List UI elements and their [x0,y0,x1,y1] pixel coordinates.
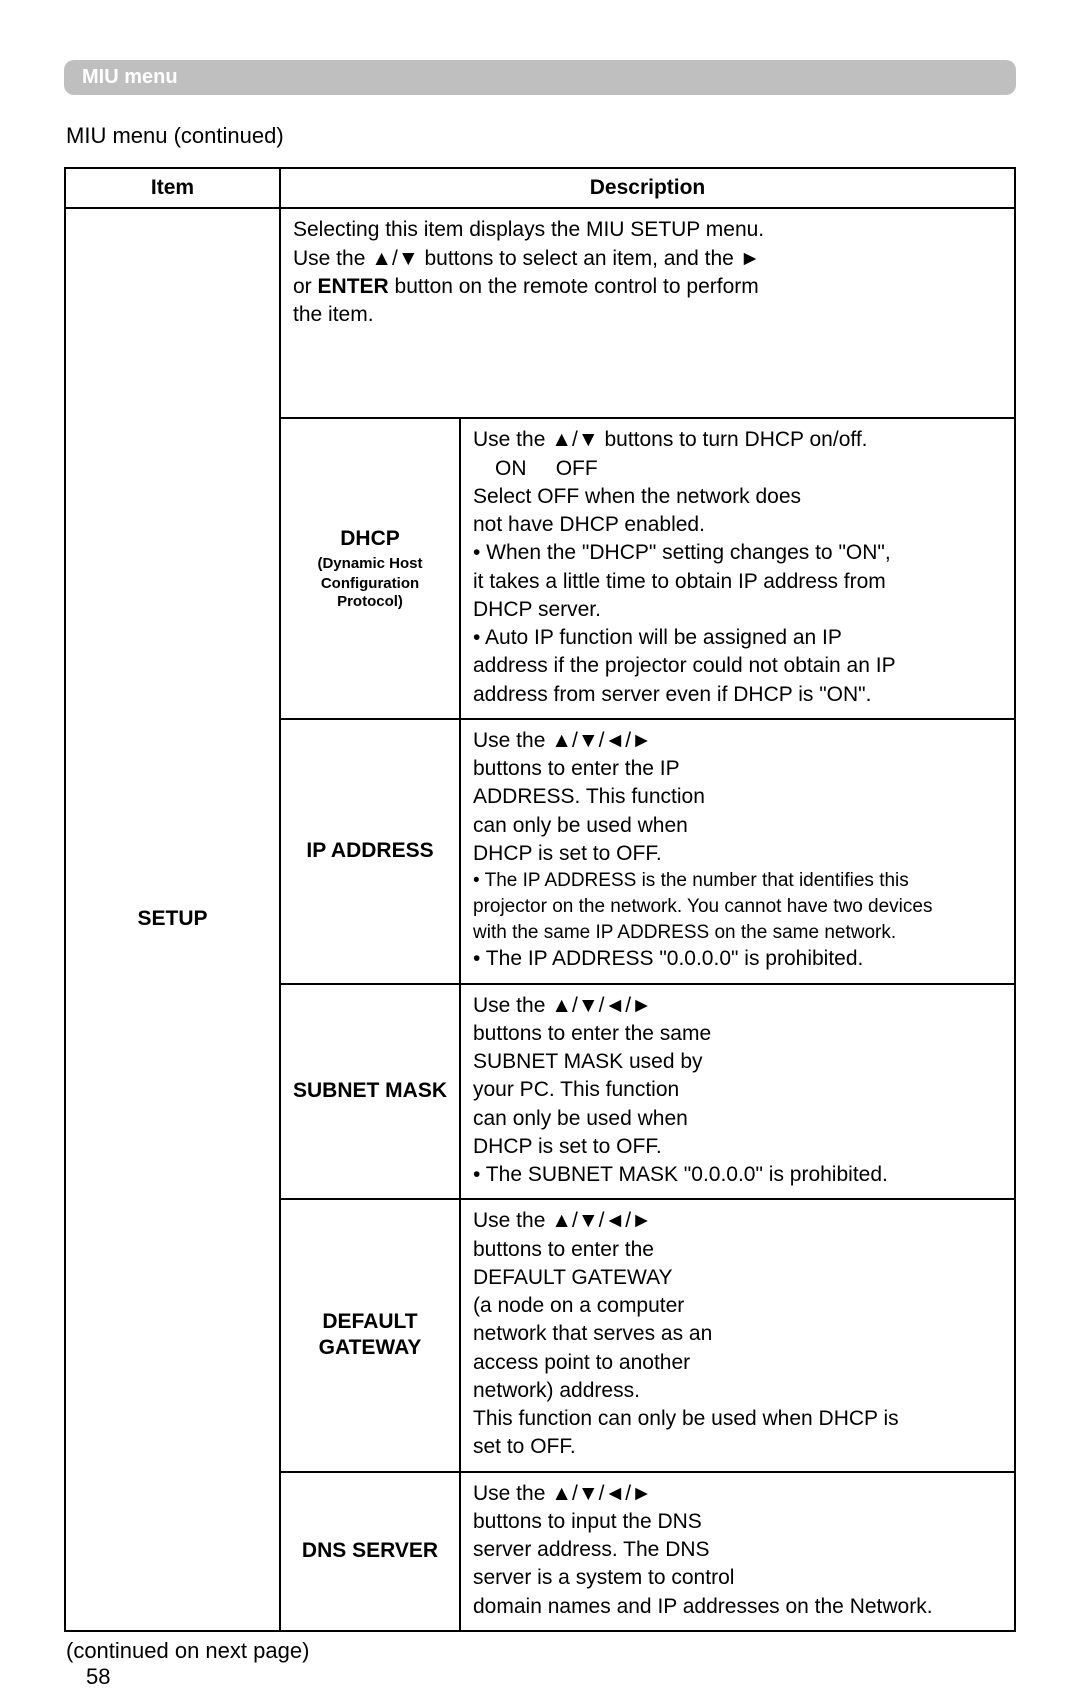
updown-icon: ▲/▼ [371,247,418,270]
dhcp-text: • When the "DHCP" setting changes to "ON… [473,541,891,564]
gateway-text: network that serves as an [473,1322,712,1345]
ip-text: Use the [473,729,551,752]
dhcp-sub1: (Dynamic Host [293,555,447,573]
subnet-text: your PC. This function [473,1078,679,1101]
enter-label: ENTER [318,275,389,298]
setup-intro-row: SETUP Selecting this item displays the M… [65,208,1015,418]
subnet-text: buttons to enter the same [473,1022,711,1045]
gateway-label2: GATEWAY [293,1335,447,1361]
dhcp-text: DHCP server. [473,598,601,621]
ip-text: projector on the network. You cannot hav… [473,896,932,917]
intro-text: button on the remote control to perform [389,275,759,298]
ip-text: buttons to enter the IP [473,757,680,780]
ip-text: DHCP is set to OFF. [473,842,662,865]
ip-text: • The IP ADDRESS "0.0.0.0" is prohibited… [473,947,863,970]
dns-desc: Use the ▲/▼/◄/► buttons to input the DNS… [460,1472,1015,1631]
continued-text: (continued on next page) [66,1638,1016,1664]
dns-text: Use the [473,1482,551,1505]
intro-text: Use the [293,247,371,270]
dns-text: buttons to input the DNS [473,1510,702,1533]
dhcp-text: Select OFF when the network does [473,485,801,508]
dhcp-off: OFF [556,457,598,480]
gateway-text: access point to another [473,1351,690,1374]
dns-text: server address. The DNS [473,1538,710,1561]
gateway-text: network) address. [473,1379,640,1402]
setup-intro-desc: Selecting this item displays the MIU SET… [280,208,1015,418]
intro-text: the item. [293,303,374,326]
dhcp-text: address from server even if DHCP is "ON"… [473,683,871,706]
updown-icon: ▲/▼ [551,428,598,451]
dhcp-text: address if the projector could not obtai… [473,654,896,677]
dhcp-text: buttons to turn DHCP on/off. [599,428,868,451]
dhcp-text: not have DHCP enabled. [473,513,705,536]
intro-text: or [293,275,318,298]
dhcp-desc: Use the ▲/▼ buttons to turn DHCP on/off.… [460,418,1015,719]
gateway-label1: DEFAULT [293,1309,447,1335]
table-header-row: Item Description [65,168,1015,208]
ip-label-cell: IP ADDRESS [280,719,460,984]
all4-icon: ▲/▼/◄/► [551,729,652,752]
ip-desc: Use the ▲/▼/◄/► buttons to enter the IP … [460,719,1015,984]
all4-icon: ▲/▼/◄/► [551,1482,652,1505]
col-desc-header: Description [280,168,1015,208]
subnet-text: SUBNET MASK used by [473,1050,703,1073]
ip-text: can only be used when [473,814,688,837]
gateway-text: This function can only be used when DHCP… [473,1407,899,1430]
gateway-text: DEFAULT GATEWAY [473,1266,673,1289]
subnet-text: can only be used when [473,1107,688,1130]
right-icon: ► [740,247,761,270]
subnet-text: DHCP is set to OFF. [473,1135,662,1158]
gateway-label-cell: DEFAULT GATEWAY [280,1199,460,1471]
gateway-desc: Use the ▲/▼/◄/► buttons to enter the DEF… [460,1199,1015,1471]
dns-label-cell: DNS SERVER [280,1472,460,1631]
dhcp-on: ON [495,457,527,480]
dhcp-text: it takes a little time to obtain IP addr… [473,570,886,593]
ip-text: with the same IP ADDRESS on the same net… [473,922,896,943]
dhcp-label-cell: DHCP (Dynamic Host Configuration Protoco… [280,418,460,719]
setup-item-cell: SETUP [65,208,280,1631]
dns-text: domain names and IP addresses on the Net… [473,1595,933,1618]
intro-text: buttons to select an item, and the [419,247,740,270]
dhcp-text: Use the [473,428,551,451]
all4-icon: ▲/▼/◄/► [551,994,652,1017]
setup-table: Item Description SETUP Selecting this it… [64,167,1016,1632]
dhcp-sub2: Configuration Protocol) [293,575,447,611]
all4-icon: ▲/▼/◄/► [551,1209,652,1232]
dns-text: server is a system to control [473,1566,734,1589]
gateway-text: set to OFF. [473,1435,576,1458]
intro-text: Selecting this item displays the MIU SET… [293,218,764,241]
col-item-header: Item [65,168,280,208]
subnet-desc: Use the ▲/▼/◄/► buttons to enter the sam… [460,984,1015,1200]
dhcp-text: • Auto IP function will be assigned an I… [473,626,842,649]
page-number: 58 [86,1664,1016,1690]
page-subtitle: MIU menu (continued) [66,123,1016,149]
ip-text: • The IP ADDRESS is the number that iden… [473,870,909,891]
gateway-text: (a node on a computer [473,1294,684,1317]
subnet-text: • The SUBNET MASK "0.0.0.0" is prohibite… [473,1163,888,1186]
gateway-text: Use the [473,1209,551,1232]
subnet-label-cell: SUBNET MASK [280,984,460,1200]
gateway-text: buttons to enter the [473,1238,654,1261]
subnet-text: Use the [473,994,551,1017]
dhcp-label: DHCP [293,526,447,552]
header-pill: MIU menu [64,60,1016,95]
ip-text: ADDRESS. This function [473,785,705,808]
